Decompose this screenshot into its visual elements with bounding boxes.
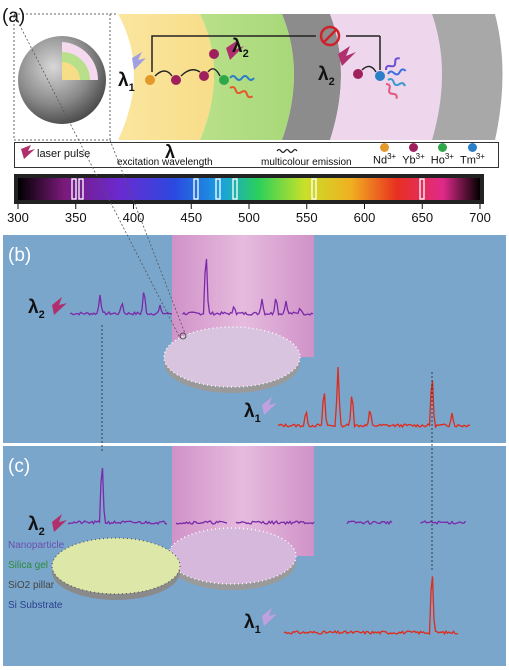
spectrum-tick-label: 600 <box>354 210 376 225</box>
ion-label: Nd <box>373 155 388 167</box>
legend-box: laser pulse λ excitation wavelength mult… <box>14 142 499 168</box>
red-emission-trace <box>283 576 459 636</box>
spectrum-tick-label: 400 <box>123 210 145 225</box>
spectrum-bar: 300 350 400 450 500 550 600 650 700 <box>7 174 491 225</box>
spectrum-tick-label: 500 <box>238 210 260 225</box>
spectrum-tick-label: 700 <box>469 210 491 225</box>
ion-dot-icon <box>437 143 447 153</box>
nanoparticle-disk <box>164 327 300 387</box>
yb-ion <box>199 71 209 81</box>
layer-label: Silica gel <box>8 560 48 571</box>
lambda1-label: λ1 <box>244 612 261 636</box>
spectrum-tick-label: 550 <box>296 210 318 225</box>
ion-legend-item: Nd3+ <box>373 143 396 167</box>
outer-shell-band <box>330 14 442 140</box>
blocked-icon <box>319 25 341 47</box>
laser-pulse-icon <box>262 397 277 415</box>
ion-label: Yb <box>402 155 416 167</box>
lambda2-label: λ2 <box>28 514 45 538</box>
ion-dot-icon <box>408 143 418 153</box>
ion-legend-item: Tm3+ <box>460 143 485 167</box>
ion-charge: 3+ <box>475 152 485 162</box>
yb-ion <box>353 69 363 79</box>
ion-legend-item: Yb3+ <box>402 143 425 167</box>
layer-label: Si Substrate <box>8 600 63 611</box>
lambda1-label: λ1 <box>244 401 261 425</box>
ion-legend: Nd3+ Yb3+ Ho3+ Tm3+ <box>373 143 485 167</box>
lambda2-label: λ2 <box>232 36 249 60</box>
laser-pulse-icon <box>52 514 67 532</box>
layer-label: Nanoparticle <box>8 540 65 551</box>
ion-charge: 3+ <box>387 152 397 162</box>
laser-pulse-icon <box>338 46 356 66</box>
red-emission-trace <box>277 366 471 429</box>
laser-pulse-icon <box>262 608 277 626</box>
panel-b-label: (b) <box>8 245 31 266</box>
lambda2-label: λ2 <box>28 297 45 321</box>
panel-a-label: (a) <box>2 6 25 27</box>
spectrum-tick-label: 300 <box>7 210 29 225</box>
laser-pulse-icon <box>226 40 244 60</box>
silica-gel-disk <box>52 538 180 594</box>
ion-dot-icon <box>380 143 390 153</box>
legend-laser-pulse: laser pulse <box>37 148 90 160</box>
lambda2-label: λ2 <box>318 64 335 88</box>
ion-label: Tm <box>459 155 476 167</box>
spectrum-tick-label: 350 <box>65 210 87 225</box>
spectrum-tick-label: 650 <box>411 210 433 225</box>
ion-label: Ho <box>430 155 445 167</box>
yb-ion <box>171 75 181 85</box>
panel-c-scheme: (c) λ2 λ1 Nanoparticle Silica gel SiO2 pil… <box>8 446 467 636</box>
ho-ion <box>219 75 229 85</box>
panel-c-label: (c) <box>8 456 30 477</box>
panel-a-scheme: (a) λ1 λ2 λ2 <box>2 6 503 141</box>
nanoparticle-disk <box>168 528 296 584</box>
laser-pulse-icon <box>21 145 35 159</box>
tm-ion <box>375 71 385 81</box>
violet-emission-trace <box>67 467 467 526</box>
outer-shell-band-grey <box>432 14 503 140</box>
panel-b-scheme: (b) λ2 λ1 <box>8 235 471 429</box>
ion-charge: 3+ <box>415 152 425 162</box>
yb-ion <box>209 49 219 59</box>
laser-pulse-icon <box>52 297 67 315</box>
emission-icon <box>276 148 298 154</box>
nd-ion <box>145 75 155 85</box>
spectrum-tick-label: 450 <box>180 210 202 225</box>
legend-multicolour: multicolour emission <box>261 157 352 167</box>
layer-label: SiO2 pillar <box>8 580 55 591</box>
ion-dot-icon <box>467 143 477 153</box>
ion-legend-item: Ho3+ <box>431 143 454 167</box>
ion-charge: 3+ <box>444 152 454 162</box>
